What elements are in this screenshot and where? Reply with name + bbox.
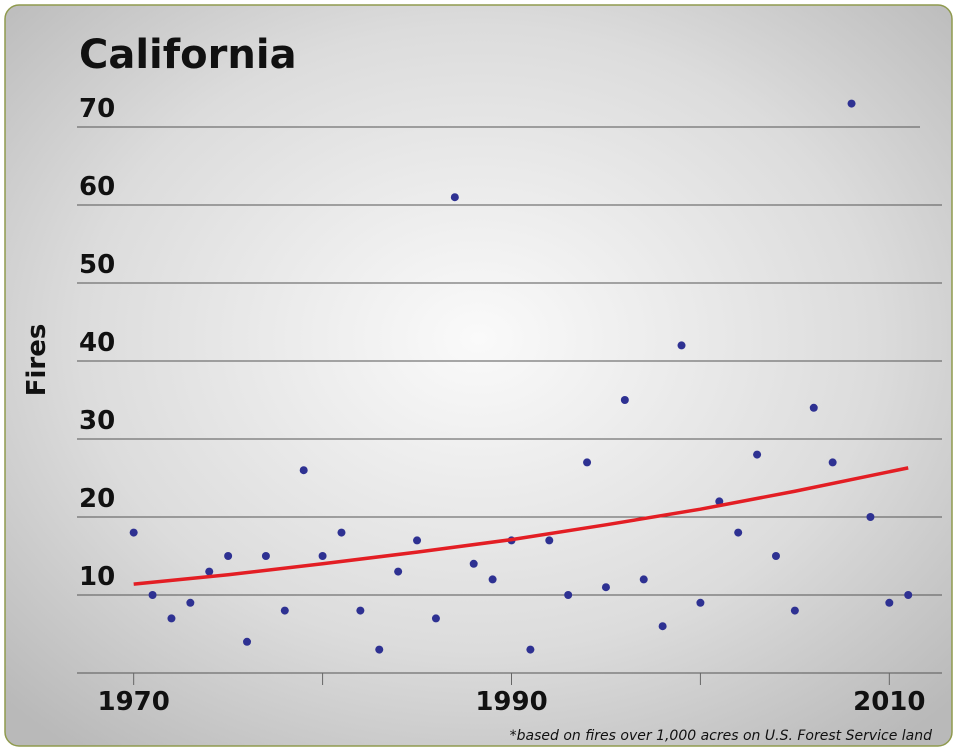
y-tick-label: 70: [79, 94, 115, 124]
point: [847, 99, 856, 108]
x-tick-label: 1990: [475, 687, 547, 717]
point: [696, 598, 705, 607]
point: [129, 528, 138, 537]
point: [413, 536, 422, 545]
point: [583, 458, 592, 467]
point: [601, 583, 610, 592]
point: [148, 591, 157, 599]
point: [431, 614, 440, 623]
y-tick-label: 60: [79, 172, 115, 202]
point: [186, 598, 195, 607]
point: [261, 552, 270, 560]
y-tick-label: 30: [79, 406, 115, 436]
point: [375, 645, 384, 654]
point: [734, 528, 743, 537]
y-tick-label: 10: [79, 562, 115, 592]
point: [526, 645, 535, 654]
point: [790, 606, 799, 615]
point: [545, 536, 554, 545]
point: [318, 552, 327, 560]
point: [243, 637, 252, 646]
point: [205, 567, 214, 576]
point: [658, 622, 667, 631]
point: [885, 598, 894, 607]
chart-title: California: [79, 32, 297, 78]
point: [450, 193, 459, 202]
x-tick-label: 2010: [853, 687, 925, 717]
point: [620, 396, 629, 404]
point: [677, 341, 686, 350]
point: [299, 466, 308, 475]
point: [828, 458, 837, 467]
trend-line: [133, 466, 909, 586]
y-tick-label: 40: [79, 328, 115, 358]
point: [337, 528, 346, 537]
y-tick-label: 50: [79, 250, 115, 280]
point: [167, 614, 176, 623]
point: [224, 552, 233, 560]
point: [564, 591, 573, 599]
point: [639, 575, 648, 584]
point: [771, 552, 780, 560]
point: [356, 606, 365, 615]
point: [488, 575, 497, 584]
footnote: *based on fires over 1,000 acres on U.S.…: [510, 728, 932, 744]
point: [394, 567, 403, 576]
card: [4, 4, 953, 747]
point: [866, 513, 875, 521]
point: [469, 559, 478, 568]
y-tick-label: 20: [79, 484, 115, 514]
point: [904, 591, 913, 599]
x-tick-label: 1970: [97, 687, 169, 717]
point: [715, 497, 724, 506]
point: [809, 403, 818, 412]
y-axis-label: Fires: [22, 324, 52, 397]
point: [280, 606, 289, 615]
point: [753, 450, 762, 459]
